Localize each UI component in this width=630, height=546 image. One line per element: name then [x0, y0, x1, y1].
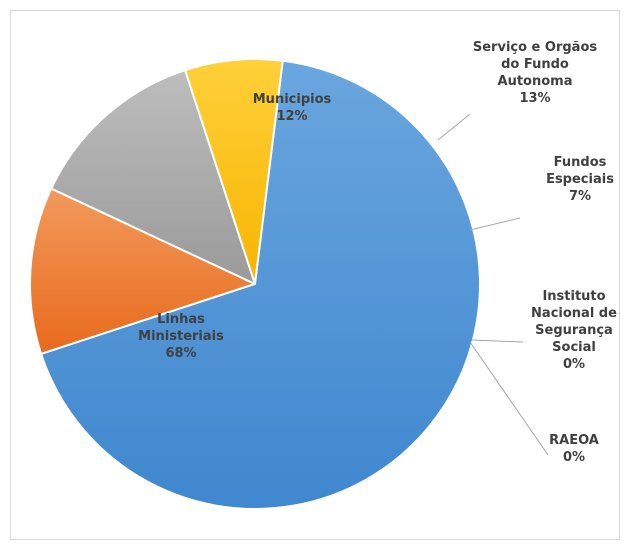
pie-slice-servi-o-e-org-os-do-fundo-autonoma	[49, 68, 257, 286]
data-label: Serviço e Orgãos do Fundo Autonoma 13%	[473, 40, 597, 106]
leader-line	[469, 217, 521, 231]
chart-frame	[10, 10, 620, 540]
pie-slice-linhas-ministeriais	[39, 59, 481, 510]
data-label: RAEOA 0%	[549, 433, 599, 465]
data-label: Instituto Nacional de Segurança Social 0%	[531, 289, 617, 372]
leader-line	[469, 341, 549, 456]
leader-line	[437, 113, 471, 141]
pie-slice-municipios	[29, 187, 258, 356]
leader-line	[471, 339, 524, 343]
data-label: Fundos Especiais 7%	[546, 155, 614, 204]
data-label: Linhas Ministeriais 68%	[138, 312, 224, 361]
data-label: Municipios 12%	[253, 92, 332, 124]
